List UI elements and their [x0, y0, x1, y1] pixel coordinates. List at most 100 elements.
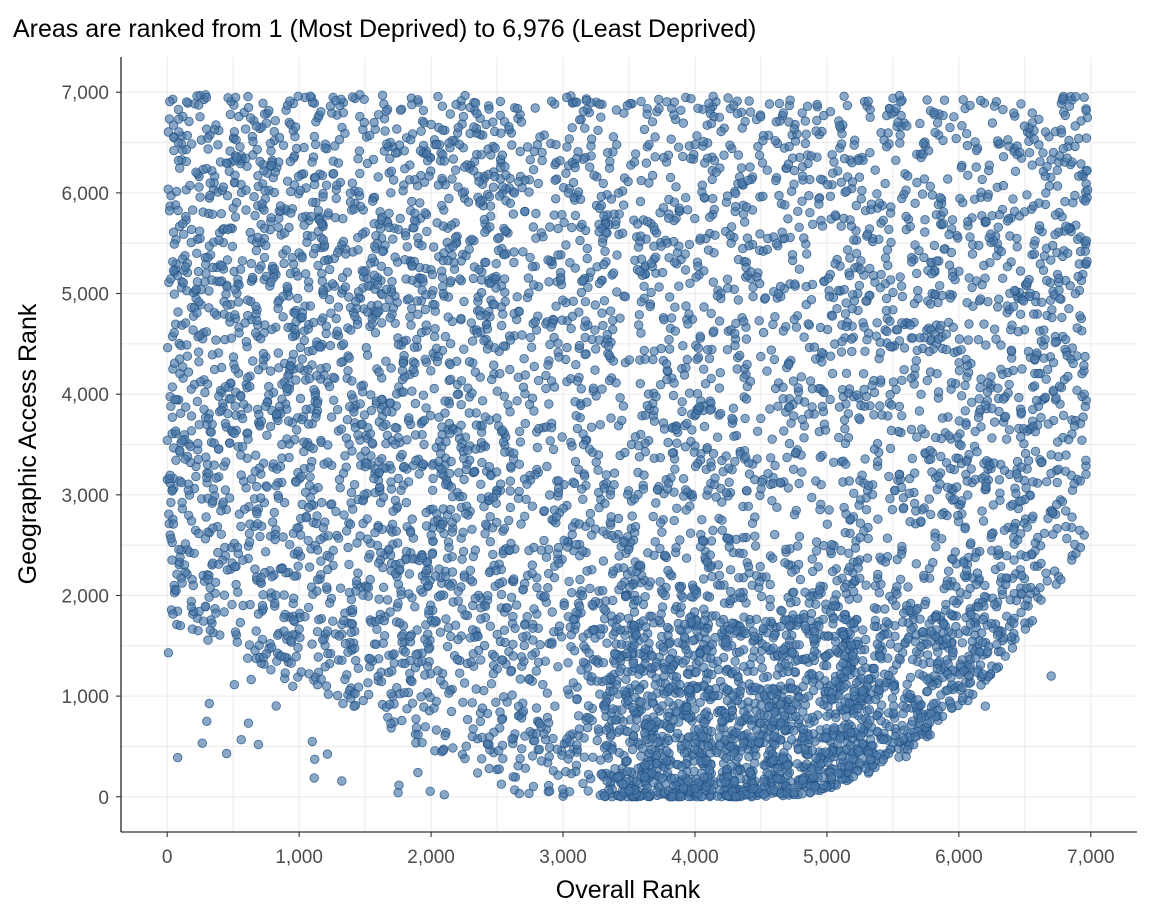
data-point: [583, 701, 594, 711]
data-point: [178, 278, 189, 288]
data-point: [966, 538, 976, 548]
data-point: [775, 477, 785, 488]
data-point: [624, 355, 635, 365]
data-point: [420, 354, 430, 365]
data-point: [295, 393, 306, 404]
data-point: [635, 266, 645, 277]
data-point: [602, 147, 613, 158]
data-point: [585, 583, 595, 594]
data-point: [544, 399, 554, 409]
data-point: [1034, 220, 1045, 231]
data-point: [355, 168, 365, 179]
data-point: [520, 418, 531, 429]
data-point: [937, 413, 948, 423]
data-point: [505, 486, 515, 496]
data-point: [522, 142, 533, 152]
data-point: [881, 142, 892, 152]
data-point: [413, 729, 423, 740]
data-point: [783, 770, 793, 781]
data-point: [1080, 401, 1091, 412]
data-point: [716, 126, 726, 137]
data-point: [258, 348, 269, 359]
data-point: [589, 625, 599, 635]
data-point: [304, 562, 315, 572]
data-point: [655, 577, 665, 587]
data-point: [654, 282, 664, 292]
data-point: [593, 125, 603, 136]
data-point: [188, 580, 199, 591]
data-point: [437, 200, 447, 211]
data-point: [245, 113, 256, 123]
data-point: [175, 408, 186, 419]
data-point: [771, 117, 782, 127]
data-point: [1073, 133, 1084, 144]
data-point: [207, 209, 218, 220]
data-point: [1012, 242, 1022, 252]
data-point: [684, 239, 695, 250]
data-point: [267, 324, 277, 335]
data-point: [811, 354, 821, 364]
data-point: [362, 514, 372, 524]
data-point: [1058, 143, 1068, 154]
data-point: [590, 300, 601, 310]
data-point: [1000, 411, 1011, 422]
data-point: [846, 334, 857, 344]
data-point: [1037, 297, 1047, 308]
data-point: [808, 219, 818, 230]
data-point: [496, 128, 506, 138]
data-point: [722, 274, 733, 284]
data-point: [1008, 194, 1018, 204]
data-point: [527, 560, 538, 570]
data-point: [283, 371, 293, 381]
data-point: [570, 397, 580, 407]
data-point: [954, 358, 964, 368]
data-point: [620, 292, 631, 302]
data-point: [695, 331, 705, 341]
data-point: [655, 518, 666, 528]
data-point: [446, 276, 456, 286]
data-point: [226, 333, 237, 343]
data-point: [320, 255, 330, 266]
data-point: [303, 502, 314, 513]
data-point: [756, 591, 767, 602]
data-point: [993, 136, 1003, 146]
data-point: [598, 658, 609, 668]
data-point: [271, 409, 282, 419]
data-point: [941, 329, 952, 339]
data-point: [578, 657, 589, 668]
data-point: [671, 543, 681, 553]
data-point: [998, 394, 1009, 404]
data-point: [639, 345, 650, 356]
data-point: [203, 144, 213, 154]
data-point: [836, 221, 846, 231]
data-point: [320, 662, 330, 672]
data-point: [480, 412, 490, 422]
data-point: [635, 379, 646, 389]
data-point: [839, 91, 849, 102]
data-point: [714, 112, 725, 123]
data-point: [960, 406, 971, 416]
data-point: [482, 739, 493, 749]
data-point: [1042, 576, 1053, 586]
data-point: [213, 547, 223, 558]
data-point: [827, 311, 838, 321]
data-point: [395, 618, 405, 628]
data-point: [284, 452, 294, 463]
data-point: [1001, 551, 1012, 561]
data-point: [405, 668, 415, 679]
data-point: [216, 208, 227, 219]
data-point: [332, 180, 342, 190]
data-point: [338, 698, 348, 709]
data-point: [348, 504, 358, 514]
data-point: [353, 245, 363, 255]
data-point: [236, 450, 246, 460]
data-point: [655, 380, 666, 390]
data-point: [924, 494, 934, 504]
data-point: [1072, 323, 1082, 333]
data-point: [345, 402, 355, 412]
data-point: [801, 281, 811, 292]
data-point: [580, 316, 591, 326]
data-point: [476, 603, 486, 613]
data-point: [1002, 262, 1013, 272]
